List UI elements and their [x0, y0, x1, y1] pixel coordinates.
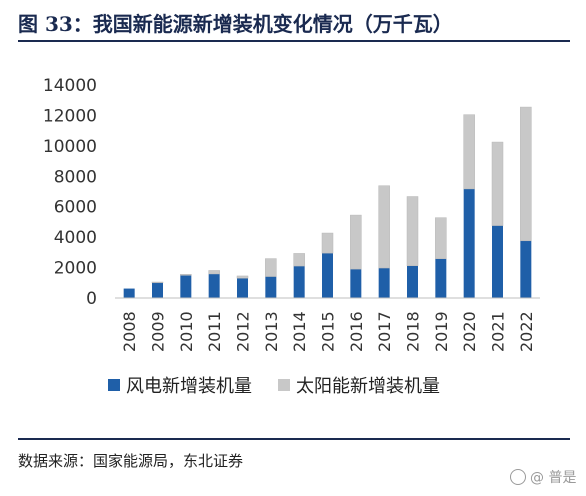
bar-wind — [152, 282, 163, 298]
x-tick-label: 2016 — [347, 311, 366, 352]
bar-solar — [520, 106, 532, 242]
bar-solar — [491, 141, 504, 226]
y-tick-label: 4000 — [54, 228, 97, 248]
y-tick-label: 14000 — [43, 76, 97, 96]
legend-label-solar: 太阳能新增装机量 — [296, 376, 440, 397]
watermark-text: @ 普是 — [530, 470, 577, 486]
x-tick-label: 2022 — [517, 311, 536, 352]
x-tick-label: 2019 — [432, 311, 451, 352]
bar-wind — [492, 225, 503, 298]
y-tick-label: 10000 — [43, 137, 97, 157]
x-tick-label: 2010 — [177, 311, 196, 352]
x-tick-label: 2020 — [460, 311, 479, 352]
source-rule — [18, 438, 570, 440]
x-tick-label: 2009 — [149, 311, 168, 352]
bar-wind — [435, 258, 447, 298]
x-tick-label: 2021 — [489, 311, 508, 352]
bar-wind — [378, 268, 390, 298]
watermark-icon — [510, 469, 526, 485]
bar-solar — [208, 270, 220, 275]
bar-solar — [265, 258, 277, 277]
bar-wind — [407, 265, 418, 298]
title-rule — [18, 40, 570, 42]
bar-solar — [293, 253, 305, 267]
bar-solar — [463, 114, 475, 190]
bar-solar — [435, 217, 447, 259]
chart-legend: 风电新增装机量 太阳能新增装机量 — [108, 372, 466, 398]
bar-wind — [237, 278, 248, 298]
bar-solar — [350, 214, 362, 270]
y-tick-label: 8000 — [54, 167, 97, 187]
bar-wind — [322, 253, 333, 298]
source-note: 数据来源：国家能源局，东北证券 — [18, 452, 244, 470]
bar-solar — [236, 275, 249, 279]
bar-solar — [378, 185, 390, 269]
y-tick-label: 0 — [86, 289, 97, 309]
legend-swatch-wind — [108, 379, 120, 391]
bar-wind — [123, 288, 135, 298]
y-tick-label: 6000 — [54, 198, 97, 218]
x-tick-label: 2018 — [404, 311, 423, 352]
bar-wind — [520, 240, 532, 298]
bar-wind — [208, 273, 220, 298]
x-tick-label: 2014 — [290, 311, 309, 352]
x-tick-label: 2008 — [120, 311, 139, 352]
legend-label-wind: 风电新增装机量 — [126, 376, 252, 397]
bar-wind — [350, 269, 362, 298]
bar-wind — [463, 188, 475, 298]
bar-wind — [293, 266, 305, 298]
x-tick-label: 2015 — [319, 311, 338, 352]
bar-solar — [151, 281, 164, 284]
bar-wind — [265, 276, 277, 298]
bar-solar — [406, 196, 419, 266]
x-tick-label: 2011 — [205, 311, 224, 352]
x-tick-label: 2012 — [234, 311, 253, 352]
y-tick-label: 2000 — [54, 259, 97, 279]
watermark: @ 普是 — [510, 467, 576, 487]
bar-wind — [180, 275, 192, 298]
bar-solar — [321, 232, 334, 254]
x-tick-label: 2017 — [375, 311, 394, 352]
legend-item-wind: 风电新增装机量 — [108, 372, 252, 398]
legend-item-solar: 太阳能新增装机量 — [278, 372, 440, 398]
x-tick-label: 2013 — [262, 311, 281, 352]
figure-title: 图 33：我国新能源新增装机变化情况（万千瓦） — [18, 12, 453, 36]
legend-swatch-solar — [278, 379, 290, 391]
bar-solar — [180, 274, 192, 276]
y-tick-label: 12000 — [43, 106, 97, 126]
